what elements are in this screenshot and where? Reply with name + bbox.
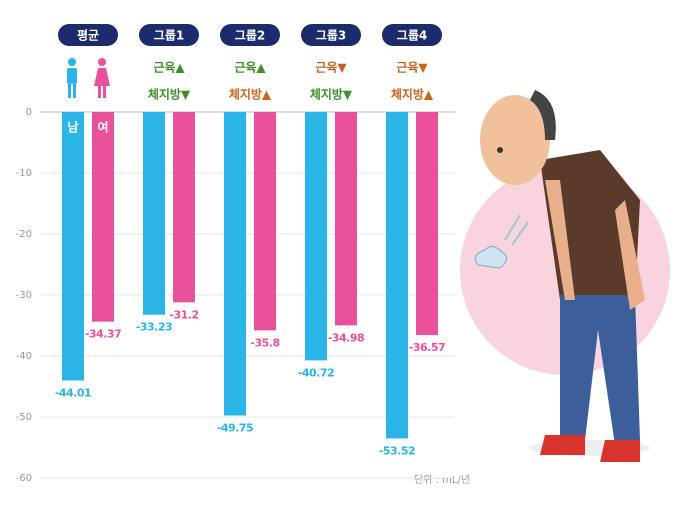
- y-tick-label: -10: [16, 168, 32, 179]
- value-label: -40.72: [298, 366, 334, 379]
- y-tick-label: 0: [26, 107, 32, 118]
- category-label: 그룹4: [397, 28, 427, 43]
- group-note: 근육▼: [315, 60, 347, 75]
- bar: [416, 112, 438, 336]
- unit-note: 단위 : mL/년: [414, 473, 470, 486]
- y-tick-label: -50: [16, 412, 32, 423]
- group-note: 근육▲: [234, 60, 266, 75]
- bar: [224, 112, 246, 416]
- bar: [92, 112, 114, 322]
- value-label: -31.2: [169, 308, 198, 321]
- category-pill: [382, 24, 442, 46]
- bar: [143, 112, 165, 315]
- group-note: 근육▲: [153, 60, 185, 75]
- legend-icons: [67, 58, 110, 98]
- bar: [62, 112, 84, 381]
- legend-label: 남: [67, 120, 78, 135]
- value-label: -49.75: [217, 421, 253, 434]
- group-note: 근육▼: [396, 60, 428, 75]
- category-pill: [220, 24, 280, 46]
- category-pill: [139, 24, 199, 46]
- bar: [173, 112, 195, 303]
- value-label: -34.98: [328, 331, 364, 344]
- y-tick-label: -40: [16, 351, 32, 362]
- category-label: 그룹3: [316, 28, 346, 43]
- y-tick-label: -30: [16, 290, 32, 301]
- y-tick-label: -20: [16, 229, 32, 240]
- group-note: 체지방▲: [229, 87, 272, 102]
- group-note: 체지방▼: [148, 87, 191, 102]
- bar: [305, 112, 327, 361]
- bar: [386, 112, 408, 439]
- value-label: -34.37: [85, 328, 121, 341]
- value-label: -33.23: [136, 321, 172, 334]
- legend-label: 여: [97, 120, 108, 135]
- group-note: 체지방▼: [310, 87, 353, 102]
- bar: [254, 112, 276, 331]
- category-label: 그룹2: [235, 28, 265, 43]
- illustration: [460, 90, 670, 462]
- group-note: 체지방▲: [391, 87, 434, 102]
- category-pill: [58, 24, 118, 46]
- value-label: -36.57: [409, 341, 445, 354]
- value-label: -53.52: [379, 444, 415, 457]
- bar: [335, 112, 357, 326]
- category-label: 그룹1: [154, 28, 184, 43]
- value-label: -44.01: [55, 386, 91, 399]
- y-tick-label: -60: [16, 473, 32, 484]
- category-label: 평균: [77, 29, 99, 43]
- value-label: -35.8: [250, 336, 279, 349]
- category-pill: [301, 24, 361, 46]
